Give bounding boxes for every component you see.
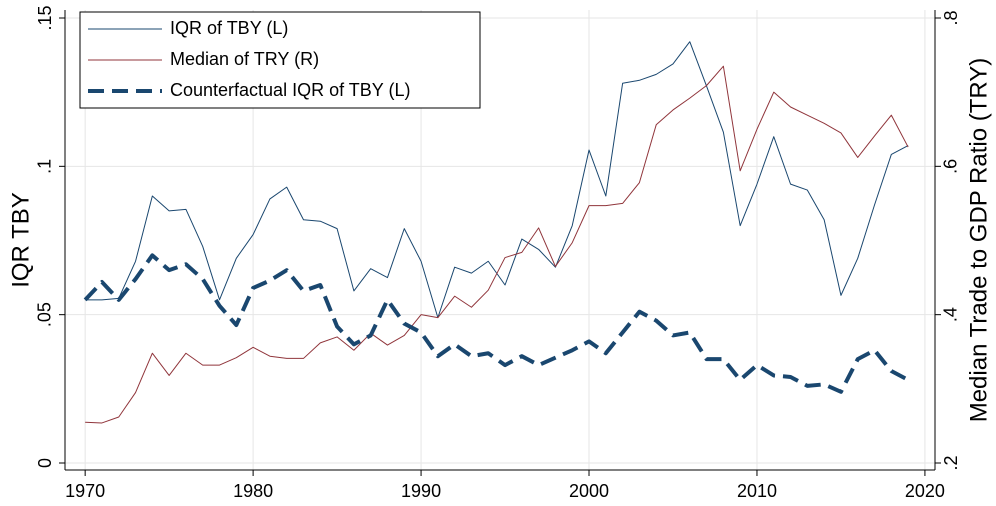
y-tick-label: 0 xyxy=(35,458,55,468)
legend-label: IQR of TBY (L) xyxy=(170,18,288,38)
x-tick-label: 1970 xyxy=(65,481,105,501)
y-axis-title: IQR TBY xyxy=(7,192,34,288)
x-tick-label: 1990 xyxy=(401,481,441,501)
series-line xyxy=(83,253,910,394)
y2-tick-label: .6 xyxy=(941,159,961,174)
y2-axis-title: Median Trade to GDP Ratio (TRY) xyxy=(965,58,992,423)
y-tick-label: .05 xyxy=(35,302,55,327)
x-tick-label: 2010 xyxy=(737,481,777,501)
y2-tick-label: .8 xyxy=(941,10,961,25)
x-tick-label: 2000 xyxy=(569,481,609,501)
y2-tick-label: .2 xyxy=(941,455,961,470)
legend-label: Counterfactual IQR of TBY (L) xyxy=(170,80,410,100)
y-tick-label: .15 xyxy=(35,5,55,30)
x-tick-label: 2020 xyxy=(905,481,945,501)
legend-label: Median of TRY (R) xyxy=(170,49,319,69)
y2-tick-label: .4 xyxy=(941,307,961,322)
x-tick-label: 1980 xyxy=(233,481,273,501)
y-tick-label: .1 xyxy=(35,159,55,174)
series-line xyxy=(85,65,909,424)
